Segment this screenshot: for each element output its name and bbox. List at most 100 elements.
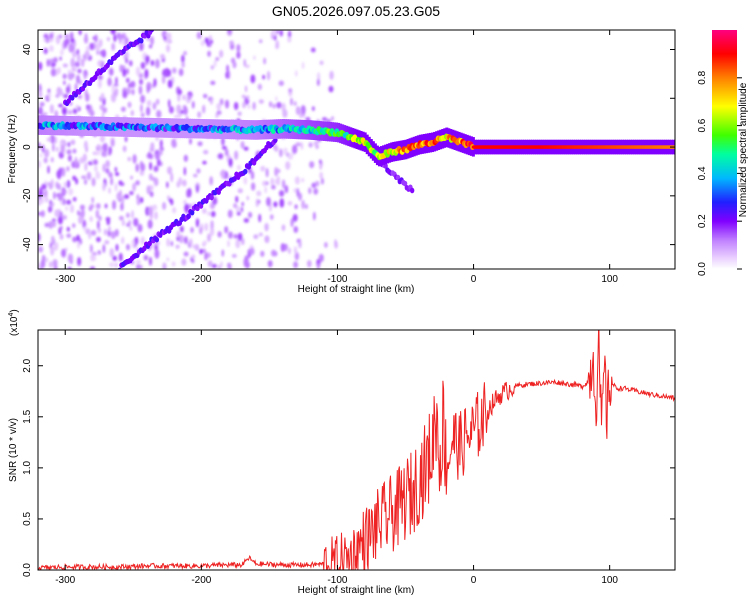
speckle bbox=[150, 142, 155, 151]
speckle bbox=[329, 70, 334, 80]
speckle bbox=[234, 150, 239, 160]
speckle bbox=[67, 154, 72, 162]
speckle bbox=[77, 256, 82, 266]
speckle bbox=[51, 235, 55, 245]
speckle bbox=[240, 141, 245, 149]
speckle bbox=[90, 253, 95, 262]
speckle bbox=[195, 218, 200, 228]
speckle bbox=[79, 204, 85, 211]
speckle bbox=[226, 64, 229, 73]
speckle bbox=[245, 64, 250, 69]
y-tick-label: -20 bbox=[22, 188, 33, 203]
speckle bbox=[108, 67, 114, 76]
speckle bbox=[210, 80, 216, 86]
speckle bbox=[300, 142, 304, 150]
speckle bbox=[298, 240, 302, 249]
speckle bbox=[166, 166, 173, 175]
speckle bbox=[38, 106, 43, 116]
speckle bbox=[95, 209, 99, 219]
speckle bbox=[324, 242, 328, 248]
speckle bbox=[267, 260, 273, 268]
spectrogram-x-ticks: -300 -200 -100 0 100 bbox=[55, 30, 618, 285]
speckle bbox=[48, 261, 53, 268]
speckle bbox=[269, 101, 273, 108]
speckle bbox=[146, 99, 152, 107]
speckle bbox=[309, 161, 315, 169]
speckle bbox=[51, 202, 55, 207]
x-tick-label: 100 bbox=[601, 575, 618, 586]
speckle bbox=[162, 262, 167, 269]
speckle bbox=[183, 236, 188, 245]
colorbar-gradient bbox=[712, 30, 737, 269]
speckle bbox=[114, 182, 118, 192]
speckle bbox=[66, 199, 72, 205]
speckle bbox=[218, 153, 224, 160]
speckle bbox=[97, 74, 103, 81]
speckle bbox=[166, 181, 169, 189]
speckle bbox=[70, 37, 75, 44]
speckle bbox=[269, 214, 274, 220]
speckle bbox=[154, 152, 161, 161]
speckle bbox=[122, 90, 128, 99]
speckle bbox=[104, 203, 108, 209]
speckle bbox=[129, 191, 134, 196]
speckle bbox=[49, 32, 54, 40]
speckle bbox=[162, 201, 167, 210]
speckle bbox=[253, 234, 259, 240]
speckle bbox=[183, 106, 188, 116]
speckle bbox=[131, 209, 134, 219]
branch-1-point bbox=[209, 194, 214, 201]
speckle bbox=[77, 94, 83, 100]
branch-1-point bbox=[232, 176, 237, 182]
speckle bbox=[244, 85, 248, 93]
speckle bbox=[204, 252, 208, 261]
speckle bbox=[138, 41, 144, 52]
speckle bbox=[89, 203, 95, 209]
speckle bbox=[79, 79, 83, 85]
speckle bbox=[126, 68, 129, 75]
speckle bbox=[138, 85, 143, 95]
speckle bbox=[85, 104, 90, 110]
speckle bbox=[209, 39, 214, 44]
speckle bbox=[93, 159, 98, 166]
speckle bbox=[227, 70, 231, 79]
speckle bbox=[115, 172, 120, 176]
speckle bbox=[167, 99, 171, 108]
speckle bbox=[328, 85, 334, 93]
speckle bbox=[150, 35, 154, 46]
speckle bbox=[84, 50, 90, 60]
speckle bbox=[130, 80, 136, 88]
spectrogram-y-ticks: -40 -20 0 20 40 bbox=[22, 44, 675, 252]
speckle bbox=[77, 240, 80, 249]
speckle bbox=[66, 179, 71, 189]
speckle bbox=[143, 254, 149, 261]
speckle bbox=[301, 177, 305, 183]
speckle bbox=[285, 161, 291, 170]
speckle bbox=[299, 109, 303, 119]
speckle bbox=[183, 199, 187, 205]
speckle bbox=[146, 85, 150, 94]
speckle bbox=[217, 264, 222, 269]
speckle bbox=[110, 138, 115, 147]
speckle bbox=[108, 262, 115, 268]
speckle bbox=[149, 161, 153, 171]
branch-1-point bbox=[154, 236, 160, 243]
speckle bbox=[213, 60, 217, 67]
speckle bbox=[272, 30, 276, 37]
speckle bbox=[78, 215, 83, 225]
y-tick-label: 20 bbox=[22, 92, 33, 104]
speckle bbox=[115, 76, 118, 85]
speckle bbox=[160, 161, 163, 167]
speckle bbox=[60, 144, 65, 154]
speckle bbox=[202, 104, 206, 114]
speckle bbox=[124, 135, 128, 143]
speckle bbox=[249, 247, 255, 256]
speckle bbox=[55, 181, 59, 189]
speckle bbox=[195, 184, 199, 193]
speckle bbox=[72, 223, 76, 228]
speckle bbox=[88, 230, 92, 240]
speckle bbox=[139, 264, 143, 269]
speckle bbox=[89, 266, 96, 269]
speckle bbox=[119, 34, 122, 45]
